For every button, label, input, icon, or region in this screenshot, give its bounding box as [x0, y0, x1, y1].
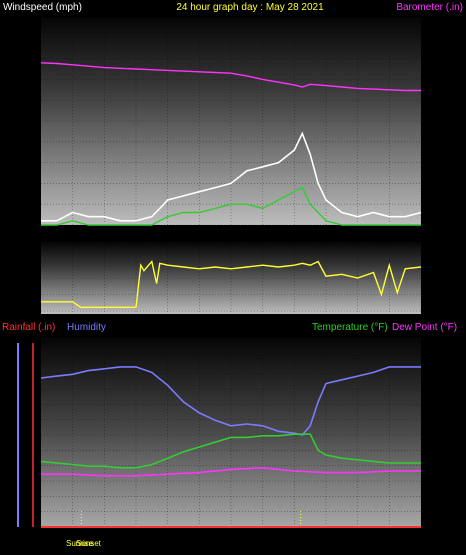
barometer-axis-title: Barometer (.in) — [396, 2, 463, 13]
sunrise-label: Sunrise — [66, 539, 94, 548]
temperature-series-line — [40, 433, 421, 469]
temperature-axis-title: Temperature (°F) — [312, 322, 388, 333]
dewpoint-axis-title: Dew Point (°F) — [392, 322, 457, 333]
wind-direction-series-line — [41, 259, 422, 308]
panel3-grid — [41, 343, 422, 528]
panel1-background — [41, 17, 421, 225]
sunset-label: Sunset — [76, 539, 102, 548]
barometer-series-line — [40, 62, 421, 92]
dewpoint-series-line — [41, 466, 421, 477]
windspeed-axis-title: Windspeed (mph) — [3, 2, 82, 13]
chart-title: 24 hour graph day : May 28 2021 — [176, 2, 324, 13]
humidity-series-line — [40, 366, 421, 436]
wind-series-line — [41, 186, 421, 226]
gust-series-line — [41, 131, 422, 222]
humidity-axis-title: Humidity — [67, 322, 106, 333]
rainfall-axis-title: Rainfall (.in) — [2, 322, 55, 333]
panel2-grid — [41, 242, 422, 314]
